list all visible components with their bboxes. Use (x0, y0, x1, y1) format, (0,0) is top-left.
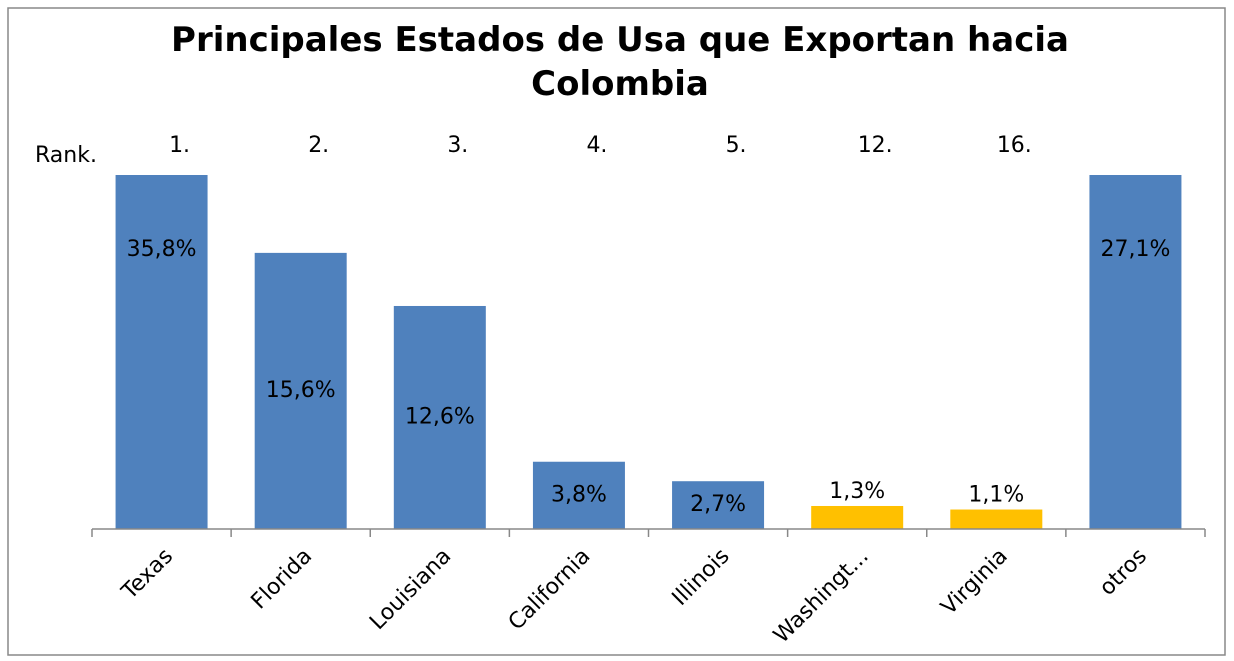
rank-label: 3. (447, 133, 468, 158)
bar (532, 461, 625, 529)
bar (393, 305, 486, 529)
rank-label: 1. (169, 133, 190, 158)
rank-label: 4. (586, 133, 607, 158)
rank-label: 2. (308, 133, 329, 158)
chart-border (7, 7, 1226, 656)
data-label: 12,6% (405, 404, 475, 429)
data-label: 15,6% (266, 378, 336, 403)
bar (811, 505, 904, 529)
rank-heading: Rank. (35, 143, 97, 168)
data-label: 35,8% (127, 237, 197, 262)
bar (115, 175, 208, 530)
bar (254, 252, 347, 529)
bar (672, 481, 765, 529)
bar (1089, 175, 1182, 530)
data-label: 3,8% (551, 482, 607, 507)
rank-label: 12. (858, 133, 893, 158)
data-label: 1,1% (968, 483, 1024, 508)
data-label: 1,3% (829, 479, 885, 504)
chart-title: Principales Estados de Usa que Exportan … (171, 20, 1069, 104)
data-label: 2,7% (690, 492, 746, 517)
bar (950, 509, 1043, 529)
rank-label: 5. (726, 133, 747, 158)
data-label: 27,1% (1100, 237, 1170, 262)
rank-label: 16. (997, 133, 1032, 158)
plot-area (115, 175, 1182, 530)
